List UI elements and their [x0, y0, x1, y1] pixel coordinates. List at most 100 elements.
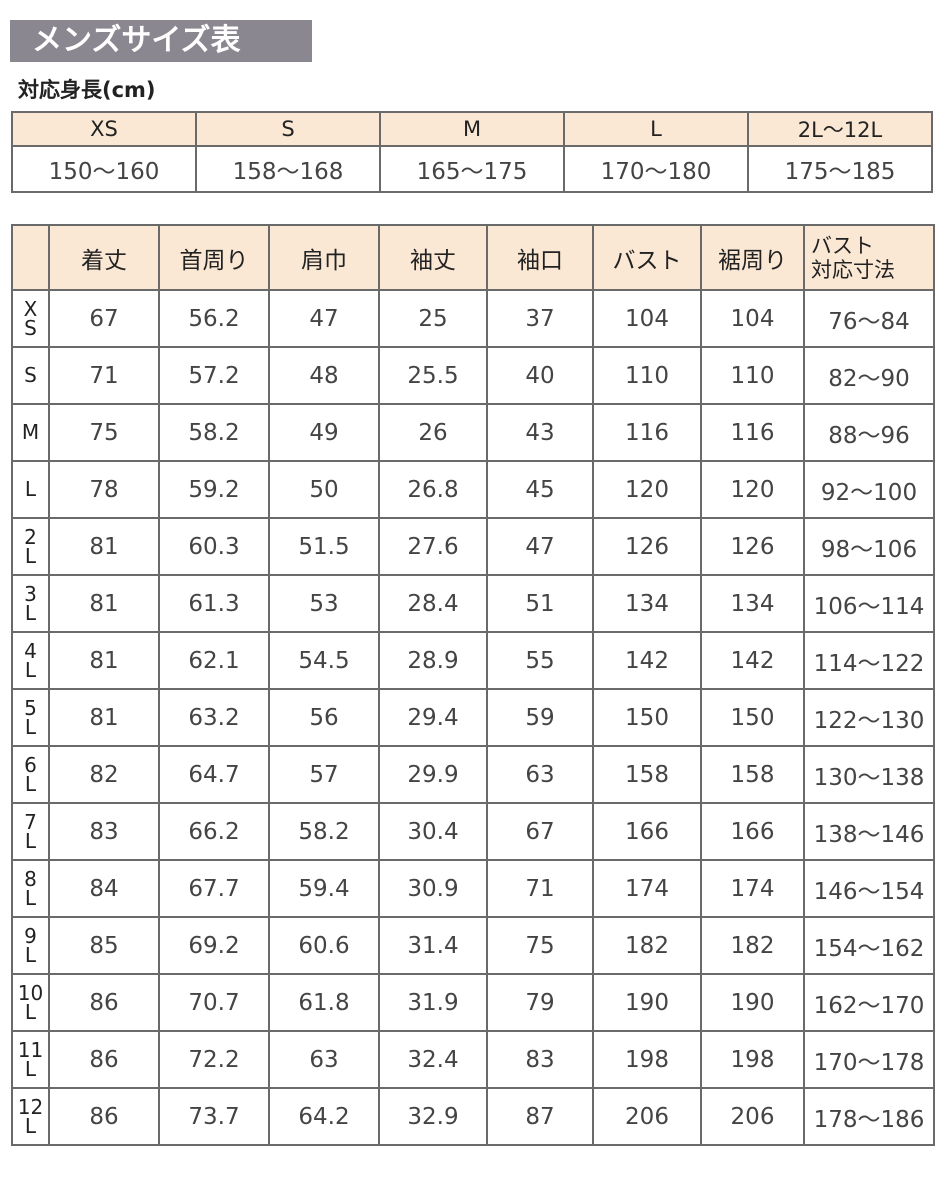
measurement-cell: 190: [592, 973, 702, 1032]
column-header: 裾周り: [700, 224, 805, 291]
size-label-part: 7: [24, 809, 37, 834]
height-range: 150〜160: [11, 145, 197, 193]
size-label-part: 8: [24, 866, 37, 891]
measurement-cell: 67: [48, 289, 160, 348]
measurement-cell: 150: [700, 688, 805, 747]
measurement-cell: 60.3: [158, 517, 270, 576]
column-header: [11, 224, 50, 291]
measurement-cell: 29.4: [378, 688, 488, 747]
table-row: 10 L 86 70.7 61.8 31.9 79 190 190 162〜170: [11, 973, 935, 1032]
measurement-cell: 32.9: [378, 1087, 488, 1146]
measurement-cell: 190: [700, 973, 805, 1032]
measurement-cell: 106〜114: [803, 574, 935, 633]
column-header: 肩巾: [268, 224, 380, 291]
measurement-cell: 54.5: [268, 631, 380, 690]
table-row: 7 L 83 66.2 58.2 30.4 67 166 166 138〜146: [11, 802, 935, 861]
measurement-cell: 130〜138: [803, 745, 935, 804]
measurement-cell: 158: [592, 745, 702, 804]
size-label-part: L: [24, 657, 37, 682]
measurement-cell: 150: [592, 688, 702, 747]
size-label-part: 3: [24, 581, 37, 606]
measurement-cell: 76〜84: [803, 289, 935, 348]
measurement-cell: 154〜162: [803, 916, 935, 975]
table-row: 3 L 81 61.3 53 28.4 51 134 134 106〜114: [11, 574, 935, 633]
measurement-cell: 58.2: [268, 802, 380, 861]
column-header: バスト 対応寸法: [803, 224, 935, 291]
measurement-cell: 67.7: [158, 859, 270, 918]
measurement-cell: 70.7: [158, 973, 270, 1032]
measurement-cell: 116: [592, 403, 702, 462]
measurement-cell: 84: [48, 859, 160, 918]
size-label-part: 4: [24, 638, 37, 663]
measurement-cell: 62.1: [158, 631, 270, 690]
size-label-part: S: [24, 315, 37, 340]
measurement-cell: 25.5: [378, 346, 488, 405]
measurement-cell: 86: [48, 1030, 160, 1089]
measurement-cell: 27.6: [378, 517, 488, 576]
measurement-cell: 126: [592, 517, 702, 576]
measurement-table-header: 着丈 首周り 肩巾 袖丈 袖口 バスト 裾周り バスト 対応寸法: [11, 224, 935, 291]
table-row: 12 L 86 73.7 64.2 32.9 87 206 206 178〜186: [11, 1087, 935, 1146]
measurement-cell: 56: [268, 688, 380, 747]
size-label-part: L: [24, 828, 37, 853]
measurement-cell: 67: [486, 802, 594, 861]
measurement-cell: 122〜130: [803, 688, 935, 747]
measurement-cell: 59: [486, 688, 594, 747]
measurement-cell: 73.7: [158, 1087, 270, 1146]
measurement-cell: 116: [700, 403, 805, 462]
size-label: L: [11, 460, 50, 519]
height-table-row: 150〜160 158〜168 165〜175 170〜180 175〜185: [11, 145, 933, 193]
height-range: 170〜180: [563, 145, 749, 193]
measurement-cell: 40: [486, 346, 594, 405]
measurement-cell: 126: [700, 517, 805, 576]
size-label-part: L: [24, 942, 37, 967]
size-label: 12 L: [11, 1087, 50, 1146]
size-label-part: L: [24, 543, 37, 568]
size-header: L: [563, 111, 749, 147]
size-label-part: L: [24, 771, 37, 796]
measurement-cell: 53: [268, 574, 380, 633]
table-row: L 78 59.2 50 26.8 45 120 120 92〜100: [11, 460, 935, 519]
measurement-cell: 114〜122: [803, 631, 935, 690]
size-label-part: L: [24, 885, 37, 910]
measurement-cell: 134: [592, 574, 702, 633]
size-label-part: L: [24, 999, 37, 1024]
measurement-cell: 47: [268, 289, 380, 348]
measurement-cell: 110: [700, 346, 805, 405]
size-label-part: L: [24, 477, 37, 501]
table-row: 4 L 81 62.1 54.5 28.9 55 142 142 114〜122: [11, 631, 935, 690]
measurement-table: 着丈 首周り 肩巾 袖丈 袖口 バスト 裾周り バスト 対応寸法 X S 67 56.2 47 25 37…: [11, 224, 935, 1146]
measurement-cell: 50: [268, 460, 380, 519]
size-label-part: X: [23, 296, 38, 321]
measurement-cell: 87: [486, 1087, 594, 1146]
measurement-cell: 82〜90: [803, 346, 935, 405]
measurement-cell: 134: [700, 574, 805, 633]
measurement-cell: 43: [486, 403, 594, 462]
measurement-cell: 166: [700, 802, 805, 861]
measurement-cell: 61.3: [158, 574, 270, 633]
size-header: M: [379, 111, 565, 147]
table-row: M 75 58.2 49 26 43 116 116 88〜96: [11, 403, 935, 462]
measurement-cell: 63.2: [158, 688, 270, 747]
measurement-cell: 86: [48, 973, 160, 1032]
table-row: 5 L 81 63.2 56 29.4 59 150 150 122〜130: [11, 688, 935, 747]
measurement-cell: 69.2: [158, 916, 270, 975]
measurement-cell: 26: [378, 403, 488, 462]
measurement-cell: 25: [378, 289, 488, 348]
measurement-cell: 61.8: [268, 973, 380, 1032]
measurement-cell: 55: [486, 631, 594, 690]
measurement-cell: 31.9: [378, 973, 488, 1032]
size-label-part: 9: [24, 923, 37, 948]
measurement-cell: 178〜186: [803, 1087, 935, 1146]
height-table: XS S M L 2L〜12L 150〜160 158〜168 165〜175 …: [11, 111, 933, 193]
measurement-cell: 104: [700, 289, 805, 348]
table-row: X S 67 56.2 47 25 37 104 104 76〜84: [11, 289, 935, 348]
size-label-part: M: [21, 420, 40, 444]
measurement-cell: 85: [48, 916, 160, 975]
table-row: 8 L 84 67.7 59.4 30.9 71 174 174 146〜154: [11, 859, 935, 918]
measurement-cell: 71: [486, 859, 594, 918]
